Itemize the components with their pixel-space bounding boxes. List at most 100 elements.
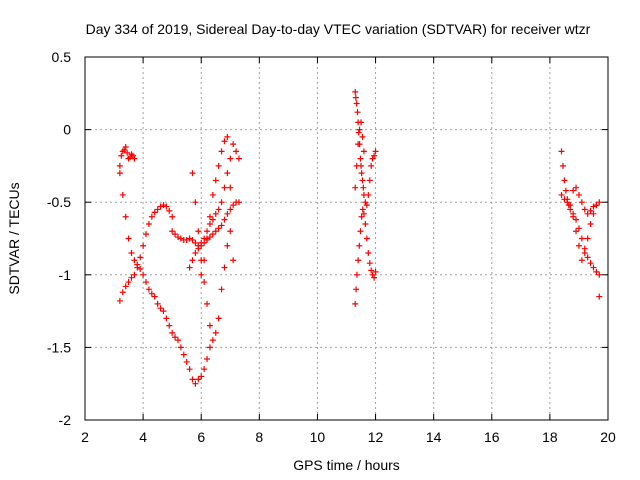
data-point — [212, 329, 219, 336]
data-point — [169, 213, 176, 220]
data-point — [235, 199, 242, 206]
data-point — [224, 210, 231, 217]
data-point — [221, 138, 228, 145]
data-point — [590, 264, 597, 271]
data-point — [192, 250, 199, 257]
data-point — [206, 344, 213, 351]
data-point — [154, 206, 161, 213]
data-point — [198, 242, 205, 249]
data-point — [204, 300, 211, 307]
data-point — [564, 199, 571, 206]
data-point — [122, 144, 129, 151]
data-point — [131, 271, 138, 278]
data-point — [587, 220, 594, 227]
data-point — [368, 162, 375, 169]
data-point — [233, 148, 240, 155]
data-point — [573, 228, 580, 235]
data-point — [198, 271, 205, 278]
data-point — [212, 228, 219, 235]
data-point — [186, 264, 193, 271]
data-point — [354, 109, 361, 116]
data-point — [145, 286, 152, 293]
data-point — [353, 162, 360, 169]
x-tick-label: 18 — [542, 429, 558, 445]
data-point — [174, 337, 181, 344]
data-point — [590, 203, 597, 210]
data-point — [169, 329, 176, 336]
data-point — [189, 376, 196, 383]
x-tick-label: 14 — [426, 429, 442, 445]
data-point — [177, 235, 184, 242]
data-point — [166, 322, 173, 329]
data-point — [596, 293, 603, 300]
data-point — [119, 148, 126, 155]
data-point — [352, 88, 359, 95]
data-point — [230, 141, 237, 148]
data-point — [131, 155, 138, 162]
data-point — [148, 290, 155, 297]
data-point — [593, 202, 600, 209]
data-point — [352, 300, 359, 307]
data-point — [362, 220, 369, 227]
data-point — [125, 279, 132, 286]
data-point — [209, 216, 216, 223]
data-point — [206, 322, 213, 329]
data-point — [186, 366, 193, 373]
data-point — [358, 119, 365, 126]
data-point — [371, 152, 378, 159]
data-point — [125, 155, 132, 162]
data-point — [177, 344, 184, 351]
data-point — [172, 231, 179, 238]
x-tick-label: 20 — [600, 429, 616, 445]
data-point — [124, 149, 131, 156]
data-point — [358, 170, 365, 177]
data-point — [143, 231, 150, 238]
data-point — [201, 257, 208, 264]
data-point — [562, 187, 569, 194]
x-tick-label: 4 — [139, 429, 147, 445]
data-point — [561, 177, 568, 184]
plot-frame — [84, 56, 609, 421]
data-point — [357, 228, 364, 235]
data-point — [215, 225, 222, 232]
data-point — [206, 220, 213, 227]
data-point — [119, 289, 126, 296]
data-point — [215, 162, 222, 169]
data-point — [215, 315, 222, 322]
data-point — [357, 155, 364, 162]
data-point — [227, 228, 234, 235]
data-point — [368, 267, 375, 274]
data-point — [143, 279, 150, 286]
data-point — [122, 213, 129, 220]
data-point — [218, 286, 225, 293]
data-point — [212, 210, 219, 217]
data-point — [116, 170, 123, 177]
data-point — [578, 235, 585, 242]
data-point — [230, 202, 237, 209]
data-point — [366, 177, 373, 184]
data-point — [204, 356, 211, 363]
grid — [85, 57, 608, 420]
data-point — [353, 100, 360, 107]
y-tick-label: -0.5 — [47, 194, 71, 210]
data-point — [371, 274, 378, 281]
data-point — [160, 202, 167, 209]
data-point — [224, 170, 231, 177]
data-point — [230, 257, 237, 264]
data-point — [201, 239, 208, 246]
data-point — [360, 148, 367, 155]
data-point — [218, 222, 225, 229]
data-point — [575, 225, 582, 232]
data-points — [116, 88, 603, 387]
data-point — [593, 268, 600, 275]
data-point — [183, 358, 190, 365]
x-tick-label: 6 — [197, 429, 205, 445]
data-point — [154, 300, 161, 307]
data-point — [163, 315, 170, 322]
data-point — [227, 206, 234, 213]
data-point — [212, 177, 219, 184]
data-point — [356, 242, 363, 249]
data-point — [590, 210, 597, 217]
data-point — [151, 209, 158, 216]
